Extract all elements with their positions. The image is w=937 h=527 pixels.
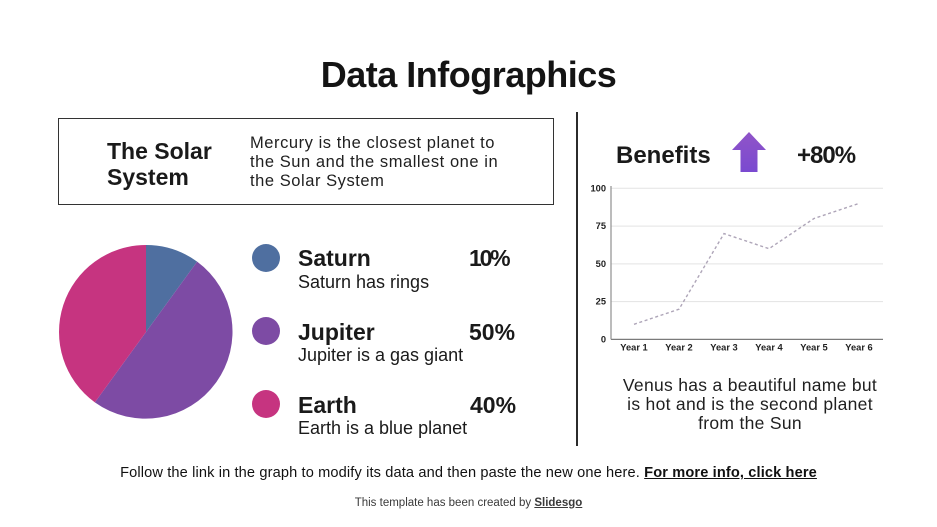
- svg-text:Year 4: Year 4: [755, 342, 783, 352]
- svg-text:Year 1: Year 1: [620, 342, 647, 352]
- svg-text:50: 50: [596, 259, 606, 269]
- svg-text:Year 2: Year 2: [665, 342, 692, 352]
- svg-text:25: 25: [596, 297, 606, 307]
- svg-text:Year 3: Year 3: [710, 342, 737, 352]
- svg-text:75: 75: [596, 221, 606, 231]
- svg-text:0: 0: [601, 334, 606, 344]
- svg-text:Year 5: Year 5: [800, 342, 827, 352]
- svg-text:Year 6: Year 6: [845, 342, 872, 352]
- svg-text:100: 100: [590, 183, 606, 193]
